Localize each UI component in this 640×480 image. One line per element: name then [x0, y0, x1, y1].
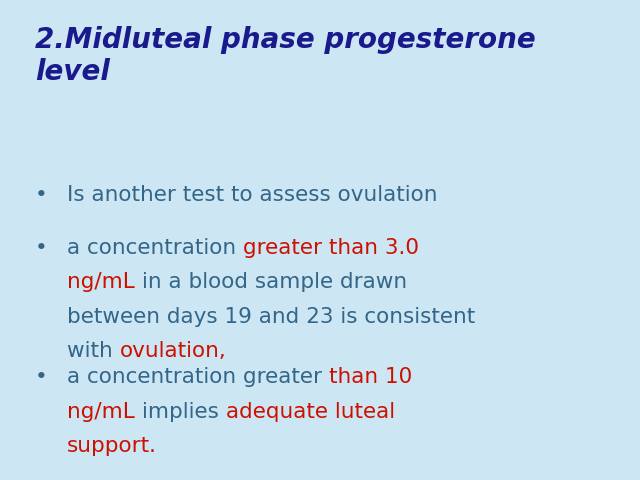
Text: support.: support. — [67, 436, 157, 456]
Text: adequate luteal: adequate luteal — [225, 402, 395, 422]
Text: a concentration greater: a concentration greater — [67, 367, 329, 387]
Text: in a blood sample drawn: in a blood sample drawn — [142, 272, 407, 292]
Text: between days 19 and 23 is consistent: between days 19 and 23 is consistent — [67, 307, 476, 327]
Text: a concentration: a concentration — [67, 238, 243, 258]
Text: implies: implies — [142, 402, 225, 422]
Text: with: with — [67, 341, 120, 361]
Text: greater than 3.0: greater than 3.0 — [243, 238, 419, 258]
Text: 2.Midluteal phase progesterone
level: 2.Midluteal phase progesterone level — [35, 26, 536, 86]
Text: •: • — [35, 185, 48, 205]
Text: •: • — [35, 367, 48, 387]
Text: than 10: than 10 — [329, 367, 412, 387]
Text: Is another test to assess ovulation: Is another test to assess ovulation — [67, 185, 438, 205]
Text: ovulation,: ovulation, — [120, 341, 227, 361]
Text: ng/mL: ng/mL — [67, 402, 142, 422]
Text: ng/mL: ng/mL — [67, 272, 142, 292]
Text: •: • — [35, 238, 48, 258]
